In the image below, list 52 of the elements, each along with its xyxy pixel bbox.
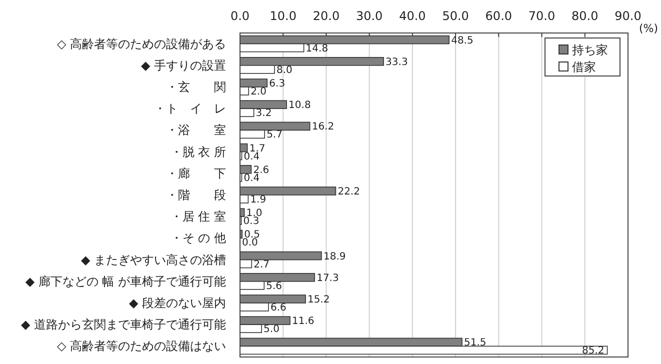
x-tick-label: 60.0 (485, 9, 512, 23)
y-tick-label: ・玄 関 (166, 80, 226, 94)
y-tick-label: ・廊 下 (166, 166, 226, 180)
data-label: 22.2 (338, 186, 360, 198)
data-label: 3.2 (256, 108, 272, 120)
legend-label: 持ち家 (572, 43, 608, 57)
y-tick-label: ◆ またぎやすい高さの浴槽 (80, 252, 226, 267)
x-tick-label: 80.0 (572, 9, 598, 23)
data-label: 11.6 (292, 316, 314, 328)
x-axis-title: (%) (638, 22, 658, 35)
x-tick-label: 30.0 (356, 9, 383, 23)
y-tick-label: ◆ 廊下などの 幅 が車椅子で通行可能 (25, 274, 226, 288)
data-label: 18.9 (323, 251, 346, 262)
y-tick-label: ◇ 高齢者等のための設備がある (56, 36, 226, 51)
y-tick-label: ◆ 道路から玄関まで車椅子で通行可能 (20, 318, 226, 332)
x-tick-label: 90.0 (614, 9, 642, 23)
y-tick-label: ・脱 衣 所 (170, 144, 226, 159)
y-tick-label: ◇ 高齢者等のための設備はない (56, 339, 226, 354)
y-tick-label: ・階 段 (166, 188, 226, 202)
x-tick-label: 10.0 (270, 9, 296, 23)
x-tick-label: 20.0 (312, 9, 340, 23)
data-label: 8.0 (276, 64, 292, 76)
y-tick-label: ・ト イ レ (154, 102, 226, 116)
y-tick-label: ・居 住 室 (170, 210, 226, 224)
data-label: 10.8 (288, 100, 311, 112)
data-label: 5.7 (266, 130, 282, 141)
y-tick-label: ◆ 段差のない屋内 (128, 296, 226, 310)
legend-label: 借家 (572, 60, 596, 74)
y-tick-label: ・浴 室 (166, 123, 226, 138)
data-label: 6.3 (269, 78, 286, 90)
x-tick-label: 70.0 (528, 9, 556, 23)
data-label: 51.5 (464, 338, 486, 349)
y-tick-label: ◆ 手すりの設置 (140, 58, 226, 72)
x-tick-label: 40.0 (399, 9, 426, 23)
data-label: 2.0 (250, 86, 267, 98)
x-tick-label: 50.0 (442, 9, 469, 23)
data-label: 85.2 (582, 346, 604, 357)
data-label: 2.7 (254, 259, 270, 270)
data-label: 0.4 (244, 151, 260, 162)
x-tick-label: 0.0 (230, 9, 250, 23)
data-label: 14.8 (306, 43, 328, 54)
data-label: 6.6 (270, 302, 286, 314)
data-label: 5.6 (266, 280, 282, 292)
y-tick-label: ・そ の 他 (170, 231, 226, 246)
data-label: 17.3 (316, 272, 339, 284)
data-label: 48.5 (451, 35, 474, 46)
data-label: 15.2 (308, 294, 330, 306)
data-label: 16.2 (312, 122, 334, 133)
data-label: 1.9 (250, 194, 266, 206)
data-label: 5.0 (264, 324, 280, 336)
data-label: 33.3 (386, 56, 408, 68)
data-label: 0.4 (244, 172, 260, 184)
